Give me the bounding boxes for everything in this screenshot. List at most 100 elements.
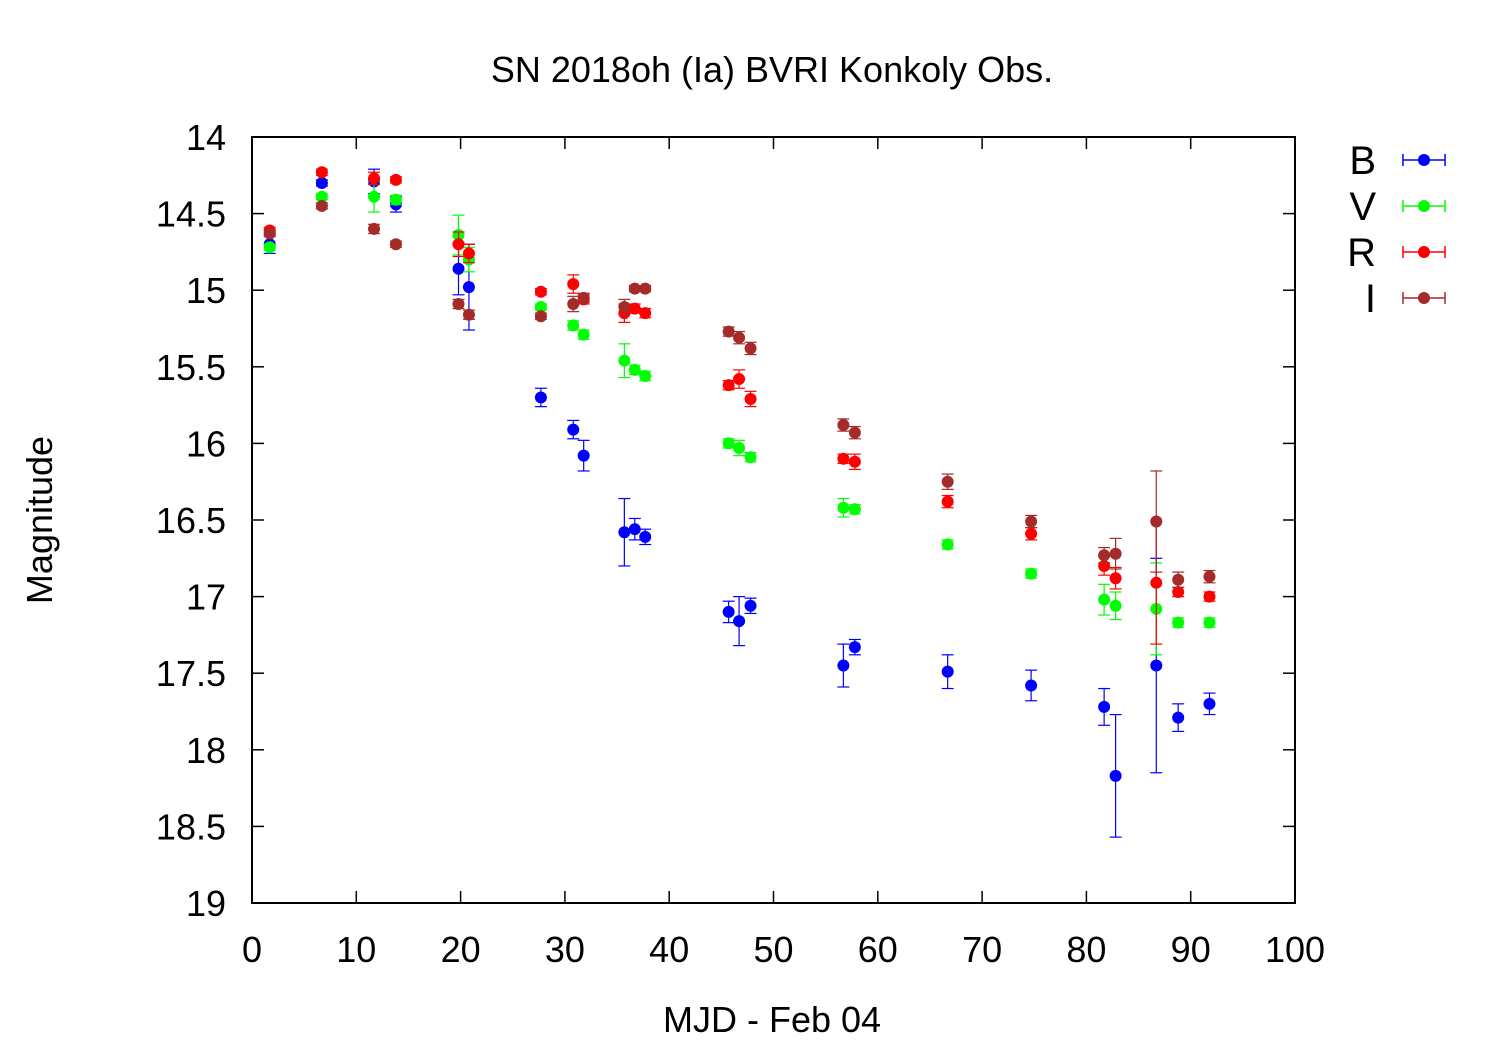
data-point — [1109, 547, 1122, 560]
plot-frame — [251, 136, 1296, 904]
data-point — [941, 665, 954, 678]
data-point — [462, 247, 475, 260]
series-v — [263, 180, 1216, 656]
data-point — [534, 310, 547, 323]
data-point — [722, 325, 735, 338]
data-point — [941, 495, 954, 508]
y-tick-label: 14 — [186, 117, 226, 158]
x-tick-label: 90 — [1171, 929, 1211, 970]
data-point — [1172, 573, 1185, 586]
data-point — [848, 455, 861, 468]
data-point — [1109, 599, 1122, 612]
data-point — [315, 199, 328, 212]
data-point — [733, 615, 746, 628]
data-point — [452, 262, 465, 275]
data-point — [315, 176, 328, 189]
x-tick-label: 40 — [649, 929, 689, 970]
legend-marker — [1418, 246, 1430, 258]
data-point — [618, 354, 631, 367]
legend-marker — [1418, 292, 1430, 304]
data-point — [1025, 567, 1038, 580]
data-point — [452, 297, 465, 310]
legend-marker — [1418, 154, 1430, 166]
data-point — [722, 379, 735, 392]
x-tick-label: 20 — [441, 929, 481, 970]
data-point — [837, 452, 850, 465]
data-point — [1109, 769, 1122, 782]
data-point — [389, 193, 402, 206]
y-tick-label: 17 — [186, 577, 226, 618]
data-point — [722, 437, 735, 450]
data-point — [722, 605, 735, 618]
x-tick-label: 0 — [242, 929, 262, 970]
data-point — [452, 238, 465, 251]
data-point — [1172, 616, 1185, 629]
legend-label-b: B — [1349, 139, 1376, 183]
data-point — [628, 302, 641, 315]
data-point — [1098, 593, 1111, 606]
x-tick-label: 70 — [962, 929, 1002, 970]
y-axis-label: Magnitude — [19, 436, 60, 604]
data-point — [1150, 659, 1163, 672]
data-point — [368, 190, 381, 203]
data-point — [744, 392, 757, 405]
x-axis-label: MJD - Feb 04 — [663, 999, 881, 1040]
legend-label-r: R — [1347, 231, 1376, 275]
y-tick-label: 16.5 — [156, 500, 226, 541]
data-point — [1172, 586, 1185, 599]
chart-title: SN 2018oh (Ia) BVRI Konkoly Obs. — [491, 49, 1053, 90]
legend: BVRI — [1347, 139, 1446, 321]
x-tick-label: 50 — [753, 929, 793, 970]
data-point — [639, 307, 652, 320]
data-point — [733, 373, 746, 386]
data-point — [389, 173, 402, 186]
x-tick-label: 80 — [1066, 929, 1106, 970]
x-tick-label: 10 — [336, 929, 376, 970]
data-point — [628, 282, 641, 295]
data-point — [534, 301, 547, 314]
data-point — [315, 190, 328, 203]
data-point — [263, 227, 276, 240]
data-point — [618, 301, 631, 314]
data-point — [1203, 616, 1216, 629]
data-point — [1098, 549, 1111, 562]
x-tick-label: 30 — [545, 929, 585, 970]
data-point — [837, 501, 850, 514]
data-point — [534, 391, 547, 404]
data-point — [577, 449, 590, 462]
data-point — [744, 599, 757, 612]
data-point — [1150, 576, 1163, 589]
series-i — [263, 199, 1216, 589]
data-point — [1025, 515, 1038, 528]
data-point — [733, 441, 746, 454]
data-point — [1203, 697, 1216, 710]
data-point — [389, 238, 402, 251]
x-axis: 0 10 20 30 40 50 60 70 80 90 100 — [242, 137, 1325, 970]
y-tick-label: 18.5 — [156, 806, 226, 847]
data-point — [639, 530, 652, 543]
data-point — [534, 285, 547, 298]
data-point — [1203, 590, 1216, 603]
data-point — [1203, 570, 1216, 583]
data-point — [315, 166, 328, 179]
data-point — [733, 331, 746, 344]
x-tick-label: 100 — [1265, 929, 1325, 970]
series-r — [263, 166, 1216, 645]
data-point — [618, 526, 631, 539]
data-point — [628, 363, 641, 376]
y-tick-label: 14.5 — [156, 194, 226, 235]
data-point — [462, 308, 475, 321]
data-point — [848, 641, 861, 654]
data-point — [567, 319, 580, 332]
data-point — [577, 328, 590, 341]
data-series — [263, 166, 1216, 838]
data-point — [848, 503, 861, 516]
legend-label-i: I — [1365, 277, 1376, 321]
y-axis: 14 14.5 15 15.5 16 16.5 17 17.5 18 18.5 19 — [156, 117, 1295, 924]
data-point — [628, 523, 641, 536]
data-point — [368, 222, 381, 235]
data-point — [368, 172, 381, 185]
data-point — [639, 369, 652, 382]
